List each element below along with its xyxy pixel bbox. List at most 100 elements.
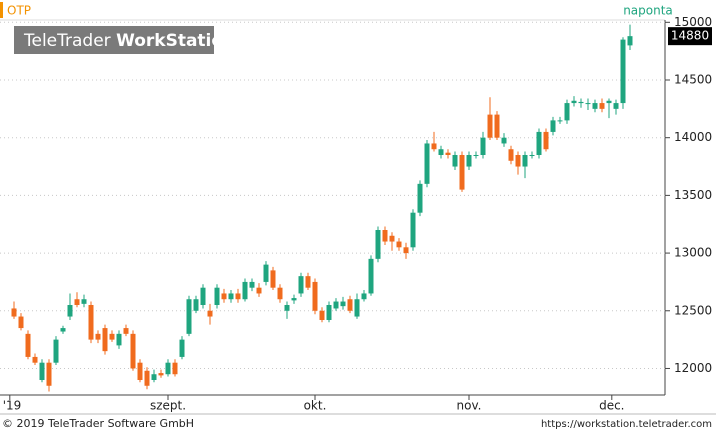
candle-body	[151, 374, 157, 380]
candle-body	[95, 333, 101, 340]
candle-body	[179, 339, 185, 357]
candle-body	[11, 308, 17, 317]
plot: 12000 12500 13000 13500 14000 14500 15000 '19 sz…	[0, 15, 712, 413]
candle-body	[606, 100, 612, 104]
candle-body	[620, 39, 626, 104]
candle-body	[207, 310, 213, 317]
candle-body	[102, 328, 108, 352]
candle-body	[333, 301, 339, 309]
candle-body	[18, 316, 24, 329]
candle-body	[172, 362, 178, 375]
candle-body	[585, 103, 591, 105]
candle-body	[46, 362, 52, 386]
y-tick-label: 12500	[674, 303, 712, 317]
candle-body	[417, 183, 423, 213]
candle-body	[410, 212, 416, 248]
candle-body	[536, 131, 542, 155]
candle-body	[165, 362, 171, 375]
candle-body	[354, 299, 360, 317]
candle-body	[445, 152, 451, 155]
x-tick-label: szept.	[150, 399, 186, 413]
candle-body	[186, 299, 192, 334]
candle-body	[592, 103, 598, 109]
y-tick-label: 13000	[674, 246, 712, 260]
candle-body	[396, 241, 402, 248]
candle-body	[522, 155, 528, 167]
candle-body	[382, 230, 388, 242]
candle-body	[361, 293, 367, 300]
candle-body	[494, 114, 500, 138]
candle-body	[67, 305, 73, 317]
watermark-box	[14, 26, 214, 54]
candle-body	[214, 287, 220, 305]
y-tick-label: 14500	[674, 73, 712, 87]
candle-body	[88, 305, 94, 340]
y-tick-label: 14000	[674, 130, 712, 144]
candle-body	[109, 333, 115, 340]
candle-body	[284, 305, 290, 311]
watermark-part: TeleTrader	[23, 31, 111, 51]
interval: naponta	[623, 4, 673, 18]
candle-body	[228, 293, 234, 300]
watermark-part: WorkStation	[116, 31, 235, 51]
symbol: OTP	[7, 4, 31, 18]
candle-body	[368, 258, 374, 294]
candle-body	[298, 276, 304, 294]
y-tick-label: 15000	[674, 15, 712, 29]
candle-body	[326, 305, 332, 320]
candle-body	[508, 149, 514, 161]
candle-body	[32, 356, 38, 363]
x-tick-label: nov.	[457, 399, 482, 413]
candle-body	[53, 339, 59, 363]
candle-body	[242, 281, 248, 300]
candle-body	[158, 373, 164, 376]
candle-body	[137, 362, 143, 380]
candle-body	[221, 293, 227, 300]
candle-body	[39, 362, 45, 380]
last-price-label: 14880	[671, 29, 709, 43]
symbol-marker	[0, 2, 3, 18]
y-tick-label: 12000	[674, 361, 712, 375]
candle-body	[270, 270, 276, 288]
candle-body	[564, 103, 570, 121]
candle-body	[340, 301, 346, 307]
y-tick-label: 13500	[674, 188, 712, 202]
footer-url: https://workstation.teletrader.com	[541, 419, 712, 430]
candle-body	[305, 276, 311, 288]
candle-body	[130, 333, 136, 369]
candle-body	[116, 333, 122, 346]
x-tick-label: '19	[3, 399, 22, 413]
candle-body	[249, 281, 255, 288]
candle-body	[389, 235, 395, 242]
candle-body	[473, 155, 479, 156]
candle-body	[263, 264, 269, 282]
candle-body	[424, 143, 430, 184]
candle-body	[74, 299, 80, 305]
candle-body	[347, 299, 353, 311]
candle-body	[123, 328, 129, 334]
candle-body	[480, 137, 486, 155]
candle-body	[291, 298, 297, 301]
candle-body	[277, 287, 283, 300]
last-price-box	[668, 27, 712, 46]
candle-body	[403, 247, 409, 254]
candle-body	[550, 120, 556, 132]
candle-body	[200, 287, 206, 305]
candle-body	[452, 155, 458, 167]
candle-body	[312, 281, 318, 311]
candle-body	[543, 131, 549, 150]
candle-body	[599, 103, 605, 109]
candle-body	[81, 299, 87, 304]
candle-body	[613, 103, 619, 109]
candle-body	[438, 149, 444, 155]
x-tick-label: okt.	[304, 399, 327, 413]
candle-body	[60, 328, 66, 332]
candle-body	[571, 100, 577, 104]
watermark: TeleTrader WorkStation	[23, 31, 235, 51]
footer-copyright: © 2019 TeleTrader Software GmbH	[2, 417, 194, 430]
candle-body	[578, 101, 584, 104]
candle-body	[529, 155, 535, 156]
